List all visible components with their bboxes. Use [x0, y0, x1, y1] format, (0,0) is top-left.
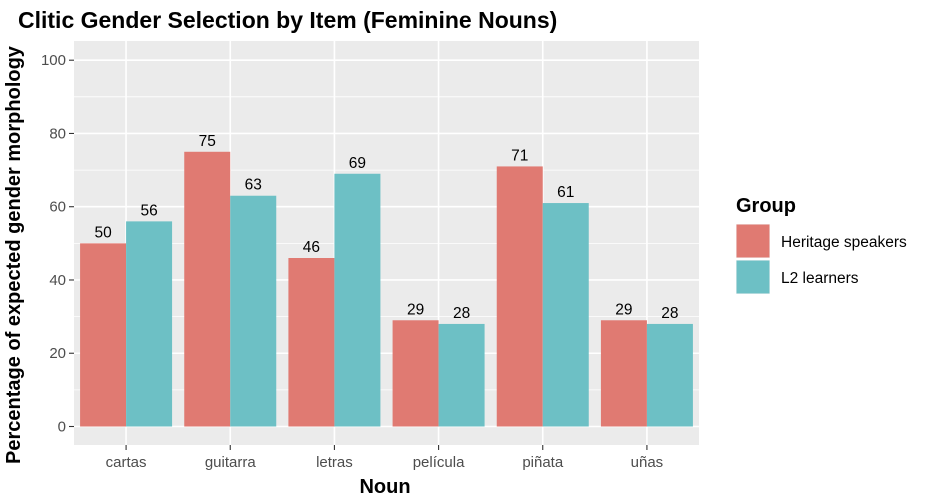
- data-label: 71: [511, 147, 528, 164]
- bar: [438, 323, 485, 427]
- y-axis: 0 20 40 60 80 100: [41, 52, 74, 436]
- data-label: 28: [453, 305, 470, 322]
- y-tick-label: 40: [49, 272, 66, 289]
- bar: [230, 195, 277, 427]
- bar: [542, 203, 589, 427]
- bar: [184, 151, 231, 427]
- chart-title: Clitic Gender Selection by Item (Feminin…: [18, 7, 557, 33]
- bar: [392, 320, 439, 427]
- y-tick-label: 100: [41, 52, 66, 69]
- legend: Group Heritage speakers L2 learners: [736, 195, 907, 294]
- legend-label: L2 learners: [781, 270, 859, 287]
- bar: [496, 166, 543, 427]
- x-tick-label: piñata: [522, 454, 564, 471]
- data-label: 29: [407, 301, 424, 318]
- bars: [80, 151, 693, 427]
- data-label: 69: [349, 155, 366, 172]
- x-tick-label: uñas: [631, 454, 664, 471]
- y-tick-label: 20: [49, 345, 66, 362]
- bar: [126, 221, 173, 427]
- data-label: 50: [94, 224, 112, 241]
- bar: [80, 243, 127, 427]
- bar: [646, 323, 693, 427]
- legend-swatch: [736, 224, 770, 258]
- bar: [288, 258, 335, 427]
- data-label: 63: [245, 177, 262, 194]
- data-label: 46: [303, 239, 320, 256]
- x-tick-label: letras: [316, 454, 353, 471]
- y-tick-label: 0: [58, 419, 66, 436]
- y-tick-label: 60: [49, 199, 66, 216]
- data-label: 75: [199, 133, 216, 150]
- legend-title: Group: [736, 195, 796, 217]
- x-tick-label: película: [413, 454, 465, 471]
- legend-label: Heritage speakers: [781, 234, 907, 251]
- data-label: 56: [140, 202, 157, 219]
- x-tick-label: cartas: [106, 454, 147, 471]
- x-tick-label: guitarra: [205, 454, 257, 471]
- data-label: 61: [557, 184, 574, 201]
- legend-swatch: [736, 260, 770, 294]
- y-tick-label: 80: [49, 125, 66, 142]
- y-axis-title: Percentage of expected gender morphology: [3, 45, 25, 464]
- bar: [600, 320, 647, 427]
- bar: [334, 173, 381, 427]
- x-axis: cartas guitarra letras película piñata uñas: [106, 445, 664, 471]
- data-label: 29: [615, 301, 632, 318]
- data-labels: 50 75 46 29 71 29 56 63 69 28 61 28: [94, 133, 678, 322]
- data-label: 28: [661, 305, 678, 322]
- x-axis-title: Noun: [359, 476, 410, 498]
